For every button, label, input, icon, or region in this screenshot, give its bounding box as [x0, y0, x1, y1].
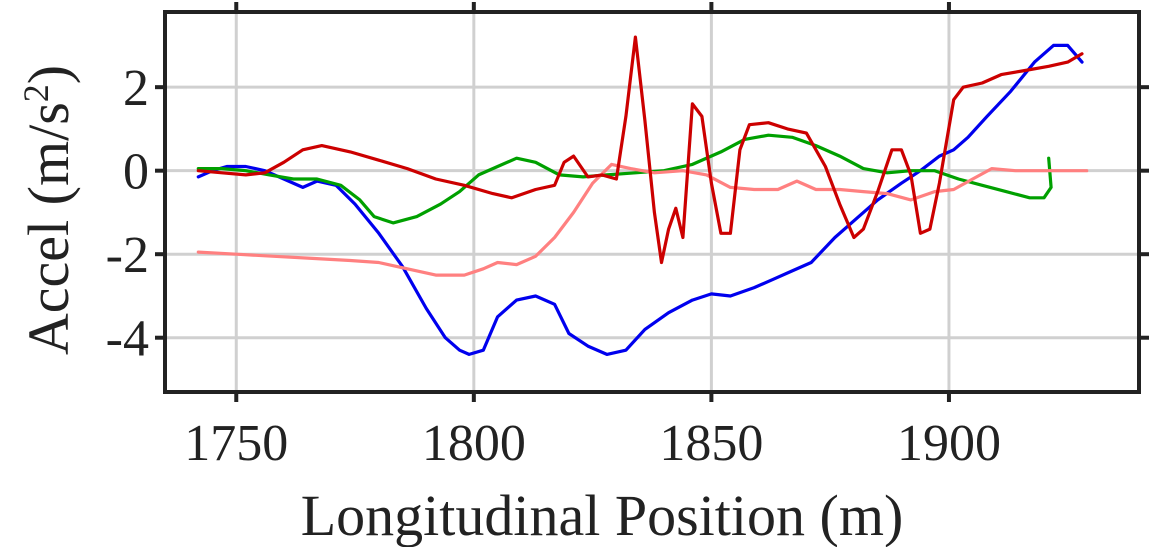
- y-tick-labels: -4 -2 0 2: [106, 60, 149, 368]
- y-tick-label: 0: [123, 144, 149, 201]
- green-series-line: [196, 133, 1053, 225]
- y-axis-label-close: ): [16, 65, 81, 84]
- x-tick-label: 1750: [184, 415, 288, 472]
- y-axis-label-sup: 2: [16, 84, 56, 102]
- series-group: [196, 35, 1089, 356]
- red-series-line: [196, 35, 1084, 265]
- x-tick-label: 1800: [422, 415, 526, 472]
- y-tick-label: -2: [106, 227, 149, 284]
- y-tick-label: -4: [106, 311, 149, 368]
- x-tick-label: 1850: [659, 415, 763, 472]
- y-axis-label: Accel (m/s2): [16, 65, 81, 355]
- plot-frame: [163, 10, 1141, 394]
- x-tick-label: 1900: [897, 415, 1001, 472]
- pink-series-line: [196, 162, 1089, 277]
- x-axis-label: Longitudinal Position (m): [301, 483, 904, 547]
- x-tick-labels: 1750 1800 1850 1900: [184, 415, 1001, 472]
- y-axis-label-main: Accel (m/s: [16, 102, 81, 355]
- y-tick-label: 2: [123, 60, 149, 117]
